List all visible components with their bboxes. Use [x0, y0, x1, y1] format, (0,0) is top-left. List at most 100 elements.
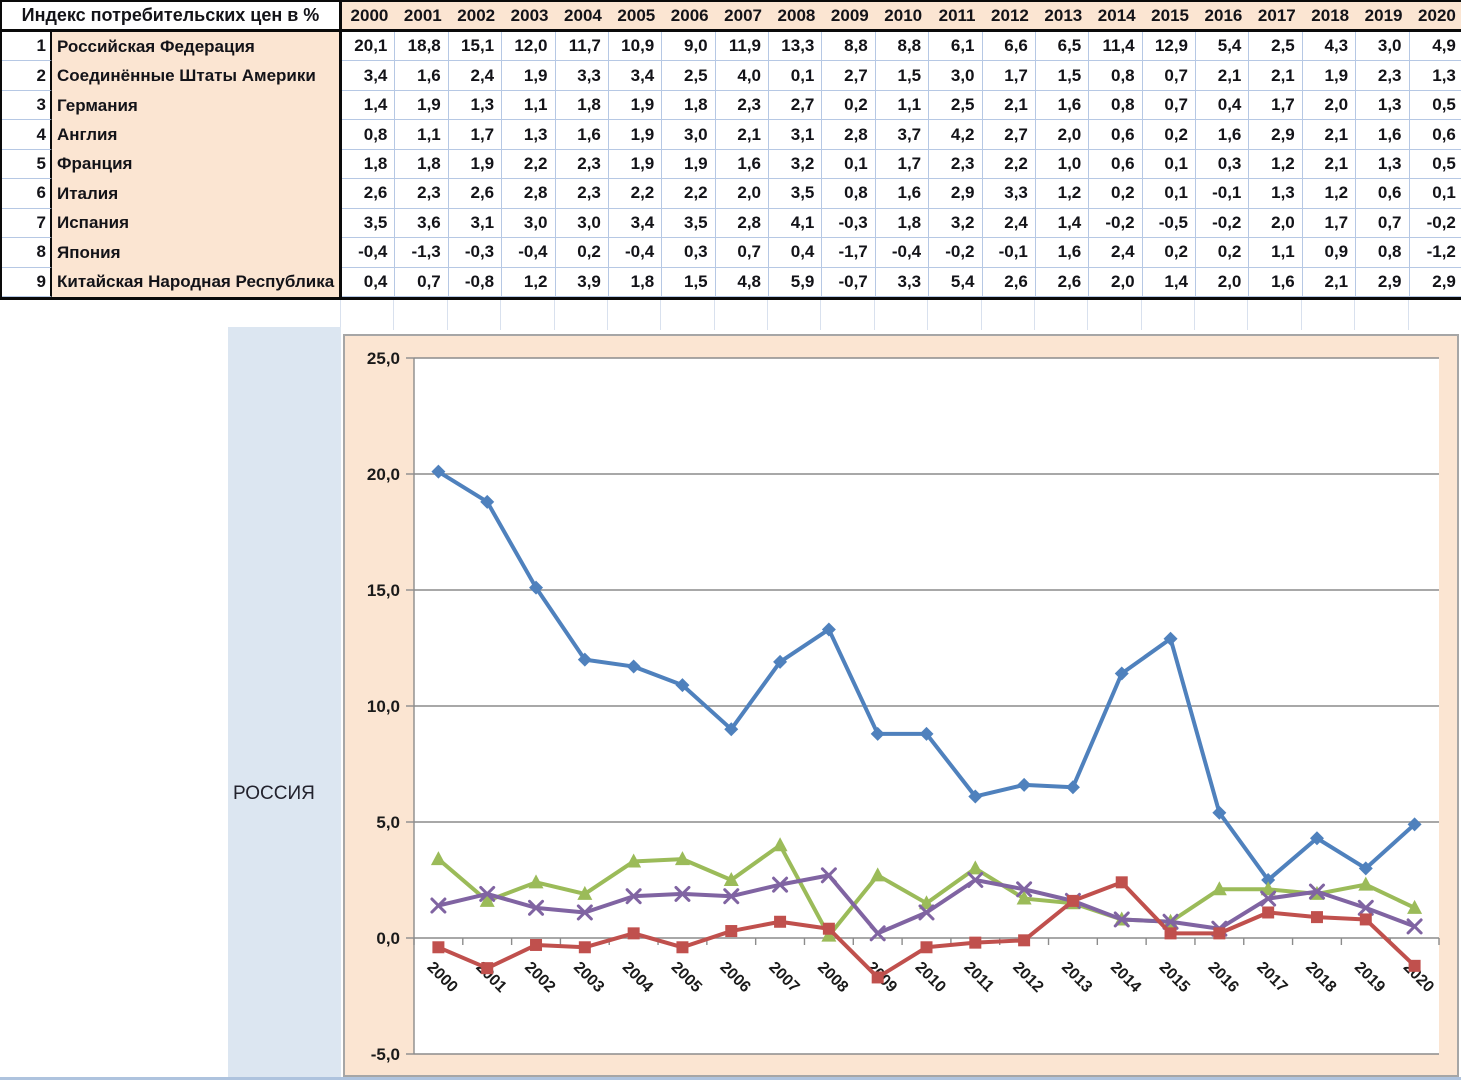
value-cell[interactable]: 0,2	[1142, 120, 1196, 150]
value-cell[interactable]: 1,1	[875, 90, 930, 121]
cpi-chart[interactable]: 25,0 20,0 15,0 10,0 5,0 0,0 -5,0 2000 2001 2002 20…	[343, 334, 1459, 1077]
row-number-cell[interactable]: 2	[2, 61, 52, 91]
value-cell[interactable]: 3,0	[555, 208, 609, 239]
country-name-cell[interactable]: Соединённые Штаты Америки	[52, 61, 342, 91]
value-cell[interactable]: 10,9	[608, 32, 663, 62]
country-name-cell[interactable]: Англия	[52, 120, 342, 150]
value-cell[interactable]: -0,5	[1142, 208, 1196, 239]
value-cell[interactable]: 15,1	[448, 32, 503, 62]
value-cell[interactable]: 1,6	[1035, 90, 1090, 121]
value-cell[interactable]: 0,3	[662, 238, 716, 268]
value-cell[interactable]: 2,2	[662, 179, 716, 209]
value-cell[interactable]: 0,1	[769, 61, 823, 91]
value-cell[interactable]: 1,8	[875, 208, 930, 239]
value-cell[interactable]: 1,9	[1302, 61, 1357, 91]
value-cell[interactable]: 1,9	[608, 90, 663, 121]
value-cell[interactable]: -0,1	[1196, 179, 1250, 209]
value-cell[interactable]: 1,5	[875, 61, 930, 91]
value-cell[interactable]: 3,4	[608, 61, 663, 91]
value-cell[interactable]: 1,2	[1302, 179, 1357, 209]
table-title-cell[interactable]: Индекс потребительских цен в %	[2, 2, 342, 32]
value-cell[interactable]: 0,1	[822, 149, 876, 180]
value-cell[interactable]: 0,2	[1142, 238, 1196, 268]
value-cell[interactable]: 1,3	[1356, 149, 1410, 180]
value-cell[interactable]: 0,8	[1089, 90, 1143, 121]
year-header-cell[interactable]: 2019	[1356, 2, 1410, 32]
value-cell[interactable]: 1,6	[1196, 120, 1250, 150]
value-cell[interactable]: 2,0	[1035, 120, 1090, 150]
value-cell[interactable]: -0,3	[822, 208, 876, 239]
value-cell[interactable]: 3,0	[662, 120, 716, 150]
value-cell[interactable]: 1,4	[1035, 208, 1090, 239]
value-cell[interactable]: 11,9	[715, 32, 769, 62]
value-cell[interactable]: 2,9	[929, 179, 983, 209]
value-cell[interactable]: 0,3	[1196, 149, 1250, 180]
value-cell[interactable]: 20,1	[342, 32, 396, 62]
value-cell[interactable]: 0,4	[342, 267, 396, 297]
value-cell[interactable]: 3,4	[608, 208, 663, 239]
value-cell[interactable]: 2,4	[1089, 238, 1143, 268]
value-cell[interactable]: 2,4	[448, 61, 503, 91]
value-cell[interactable]: -0,4	[342, 238, 396, 268]
value-cell[interactable]: 4,3	[1302, 32, 1357, 62]
value-cell[interactable]: 1,5	[662, 267, 716, 297]
value-cell[interactable]: 1,8	[342, 149, 396, 180]
value-cell[interactable]: 11,4	[1089, 32, 1143, 62]
value-cell[interactable]: 2,1	[1302, 149, 1357, 180]
value-cell[interactable]: 2,3	[395, 179, 449, 209]
value-cell[interactable]: -0,7	[822, 267, 876, 297]
value-cell[interactable]: 1,2	[1035, 179, 1090, 209]
value-cell[interactable]: 3,2	[929, 208, 983, 239]
value-cell[interactable]: 1,3	[1409, 61, 1461, 91]
value-cell[interactable]: 5,4	[929, 267, 983, 297]
value-cell[interactable]: 1,2	[1249, 149, 1303, 180]
value-cell[interactable]: 2,6	[982, 267, 1036, 297]
value-cell[interactable]: 2,3	[555, 179, 609, 209]
value-cell[interactable]: 2,0	[1089, 267, 1143, 297]
value-cell[interactable]: 3,0	[929, 61, 983, 91]
value-cell[interactable]: 3,5	[342, 208, 396, 239]
year-header-cell[interactable]: 2010	[875, 2, 930, 32]
value-cell[interactable]: 1,8	[608, 267, 663, 297]
value-cell[interactable]: -0,4	[608, 238, 663, 268]
year-header-cell[interactable]: 2005	[608, 2, 663, 32]
value-cell[interactable]: 1,3	[502, 120, 556, 150]
year-header-cell[interactable]: 2004	[555, 2, 609, 32]
value-cell[interactable]: 2,3	[715, 90, 769, 121]
row-number-cell[interactable]: 8	[2, 238, 52, 268]
value-cell[interactable]: 1,3	[1249, 179, 1303, 209]
value-cell[interactable]: 1,8	[555, 90, 609, 121]
year-header-cell[interactable]: 2002	[448, 2, 503, 32]
value-cell[interactable]: 2,2	[502, 149, 556, 180]
value-cell[interactable]: 4,9	[1409, 32, 1461, 62]
value-cell[interactable]: 2,6	[448, 179, 503, 209]
year-header-cell[interactable]: 2009	[822, 2, 876, 32]
value-cell[interactable]: 0,2	[555, 238, 609, 268]
value-cell[interactable]: 2,7	[822, 61, 876, 91]
country-name-cell[interactable]: Германия	[52, 90, 342, 121]
value-cell[interactable]: 1,3	[1356, 90, 1410, 121]
value-cell[interactable]: 11,7	[555, 32, 609, 62]
value-cell[interactable]: 1,9	[448, 149, 503, 180]
value-cell[interactable]: 2,0	[715, 179, 769, 209]
value-cell[interactable]: 3,1	[448, 208, 503, 239]
value-cell[interactable]: 0,6	[1089, 149, 1143, 180]
value-cell[interactable]: -0,2	[1409, 208, 1461, 239]
value-cell[interactable]: 1,7	[1249, 90, 1303, 121]
country-name-cell[interactable]: Российская Федерация	[52, 32, 342, 62]
value-cell[interactable]: 3,2	[769, 149, 823, 180]
value-cell[interactable]: 1,4	[1142, 267, 1196, 297]
value-cell[interactable]: 2,8	[502, 179, 556, 209]
year-header-cell[interactable]: 2008	[769, 2, 823, 32]
row-number-cell[interactable]: 5	[2, 149, 52, 180]
value-cell[interactable]: 1,8	[395, 149, 449, 180]
value-cell[interactable]: 2,9	[1249, 120, 1303, 150]
value-cell[interactable]: 1,4	[342, 90, 396, 121]
value-cell[interactable]: 1,8	[662, 90, 716, 121]
year-header-cell[interactable]: 2003	[502, 2, 556, 32]
value-cell[interactable]: 0,4	[769, 238, 823, 268]
value-cell[interactable]: 1,9	[395, 90, 449, 121]
value-cell[interactable]: 3,0	[502, 208, 556, 239]
value-cell[interactable]: 3,6	[395, 208, 449, 239]
value-cell[interactable]: 0,2	[1196, 238, 1250, 268]
